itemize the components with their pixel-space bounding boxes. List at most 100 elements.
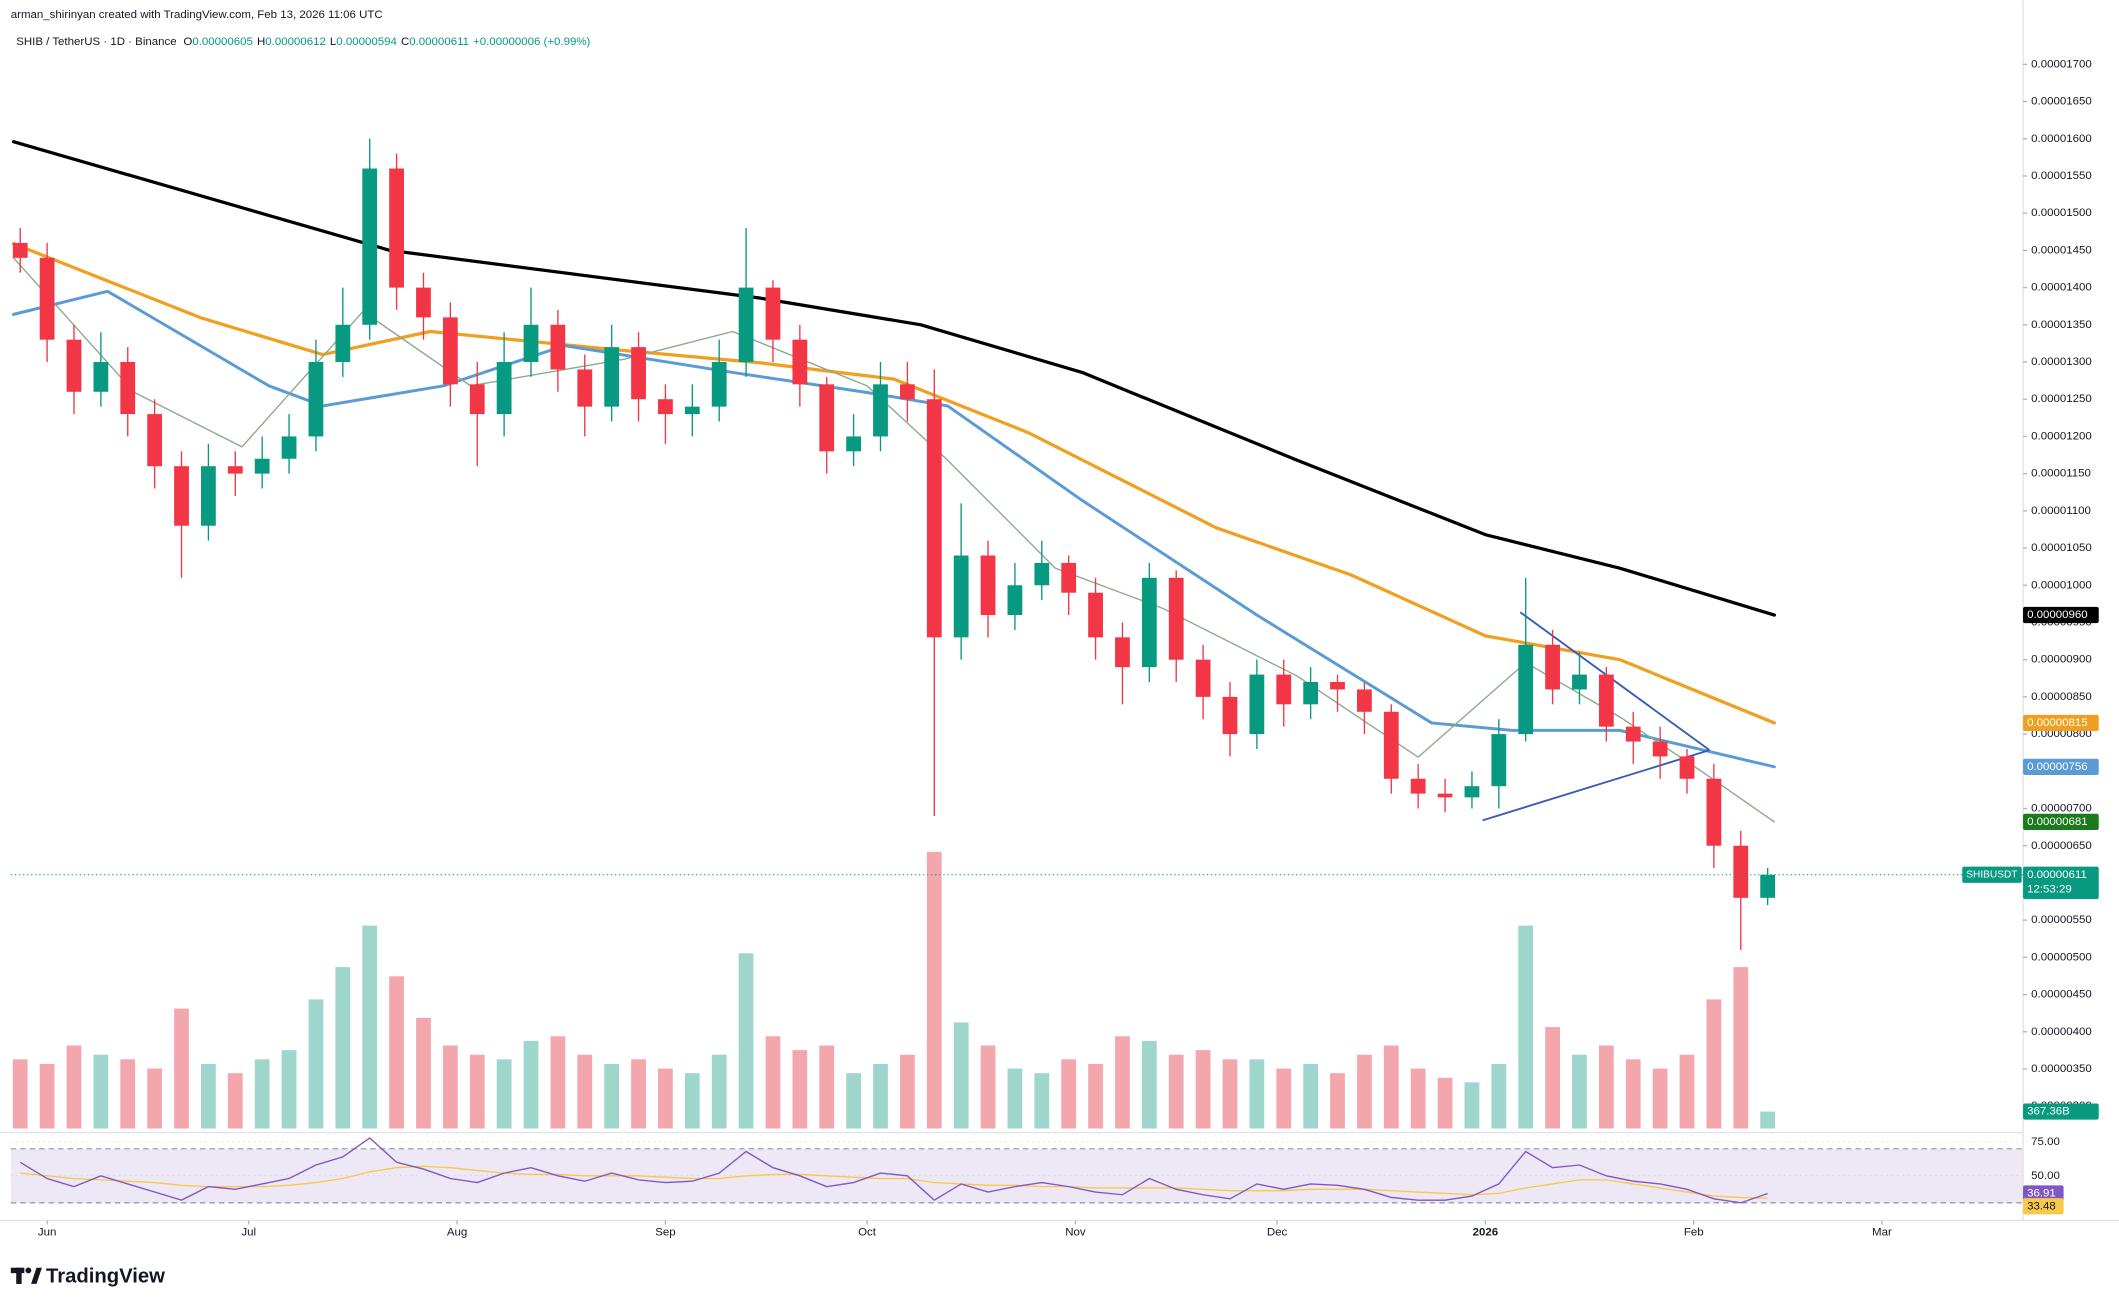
candle-body <box>1330 682 1345 690</box>
candle-body <box>1383 711 1399 779</box>
volume-bar <box>1088 1063 1103 1129</box>
volume-bar <box>1464 1082 1480 1129</box>
rsi-ma-last-box <box>2023 1198 2064 1215</box>
logo-part <box>16 1267 22 1284</box>
y-tick-label: 0.00000550 <box>2031 914 2092 926</box>
symbol-tag: SHIBUSDT <box>1966 869 2017 880</box>
y-tick-label: 0.00000650 <box>2031 840 2092 852</box>
candle-body <box>416 287 431 318</box>
legend-line: SHIB / TetherUS · 1D · Binance O0.0000060… <box>16 36 590 48</box>
y-tick-label: 0.00001350 <box>2031 319 2092 331</box>
volume-bar <box>308 999 324 1129</box>
candle-body <box>873 384 888 437</box>
volume-bar <box>1115 1036 1130 1129</box>
volume-bar <box>496 1059 512 1129</box>
candle-body <box>469 384 485 415</box>
rsi-last-box <box>2023 1185 2064 1202</box>
y-tick-label: 0.00001600 <box>2031 133 2092 145</box>
volume-bar <box>1276 1068 1292 1129</box>
volume-bar <box>846 1073 862 1129</box>
volume-layer <box>12 851 1776 1129</box>
candle-body <box>684 406 700 415</box>
candle-body <box>496 362 512 415</box>
x-tick-label: Dec <box>1267 1227 1288 1239</box>
volume-bar <box>1330 1073 1345 1129</box>
volume-bar <box>1034 1073 1050 1129</box>
volume-bar <box>658 1068 673 1129</box>
symbol-tag-box <box>1962 866 2022 883</box>
volume-bar <box>1061 1059 1077 1129</box>
candle-body <box>39 257 55 340</box>
candle-body <box>1034 562 1050 586</box>
volume-bar <box>1598 1045 1614 1129</box>
ma-last-label: 0.00000756 <box>2027 761 2088 773</box>
candle-body <box>147 414 163 467</box>
volume-bar <box>819 1045 835 1129</box>
x-tick-label: Aug <box>447 1227 467 1239</box>
brand-logo <box>10 1267 42 1284</box>
logo-part <box>25 1267 32 1274</box>
candle-body <box>1572 674 1587 690</box>
volume-bar <box>120 1059 136 1129</box>
moving-average <box>11 140 1777 617</box>
y-tick-label: 0.00000400 <box>2031 1026 2092 1038</box>
candle-body <box>281 436 297 459</box>
candle-body <box>1491 734 1507 787</box>
moving-average <box>12 289 1776 769</box>
y-tick-label: 0.00001150 <box>2031 468 2091 480</box>
volume-bar <box>469 1054 485 1129</box>
candle-body <box>631 347 646 400</box>
volume-last-label: 367.36B <box>2027 1106 2070 1118</box>
y-tick-label: 0.00000350 <box>2031 1063 2092 1075</box>
x-tick-label: Mar <box>1872 1227 1892 1239</box>
symbol: SHIB / TetherUS · 1D · Binance <box>16 36 176 48</box>
candle-body <box>792 339 808 385</box>
volume-bar <box>953 1022 969 1129</box>
triangle-lower <box>1482 749 1710 822</box>
candle-body <box>1141 577 1157 668</box>
candle-body <box>1437 793 1453 798</box>
volume-bar <box>926 851 942 1129</box>
ma-last-label: 0.00000815 <box>2027 717 2088 729</box>
x-tick-label: Jun <box>38 1227 57 1239</box>
candle-body <box>174 466 189 526</box>
candle-body <box>362 168 378 325</box>
volume-bar <box>738 953 754 1129</box>
volume-bar <box>550 1036 566 1129</box>
volume-bar <box>1733 967 1749 1129</box>
candle-body <box>1598 674 1614 727</box>
y-tick-label: 0.00000850 <box>2031 691 2092 703</box>
volume-bar <box>577 1054 593 1129</box>
volume-bar <box>711 1054 727 1129</box>
candle-body <box>335 324 351 363</box>
candle-body <box>1168 577 1184 660</box>
y-tick-label: 0.00001250 <box>2031 393 2092 405</box>
volume-bar <box>39 1063 55 1129</box>
logo-part <box>31 1267 42 1284</box>
y-tick-label: 0.00001050 <box>2031 542 2092 554</box>
volume-bar <box>1572 1054 1587 1129</box>
y-tick-label: 0.00000800 <box>2031 728 2092 740</box>
volume-bar <box>1222 1059 1238 1129</box>
candle-body <box>1222 696 1238 735</box>
volume-bar <box>201 1063 216 1129</box>
rsi-tick-label: 50.00 <box>2031 1170 2060 1182</box>
candle-body <box>1357 689 1372 712</box>
candle-body <box>1760 874 1776 898</box>
triangle-upper <box>1519 611 1711 751</box>
volume-bar <box>1249 1059 1265 1129</box>
ohlc-value: 0.00000594 <box>336 36 397 48</box>
volume-bar <box>416 1017 431 1129</box>
y-tick-label: 0.00001200 <box>2031 430 2092 442</box>
volume-bar <box>604 1063 620 1129</box>
volume-bar <box>254 1059 270 1129</box>
volume-bar <box>1410 1068 1426 1129</box>
y-tick-label: 0.00001300 <box>2031 356 2092 368</box>
candle-body <box>523 324 539 363</box>
candle-body <box>442 317 458 385</box>
volume-bar <box>631 1059 646 1129</box>
x-tick-label: Jul <box>241 1227 256 1239</box>
volume-bar <box>93 1054 109 1129</box>
volume-bar <box>1491 1063 1507 1129</box>
